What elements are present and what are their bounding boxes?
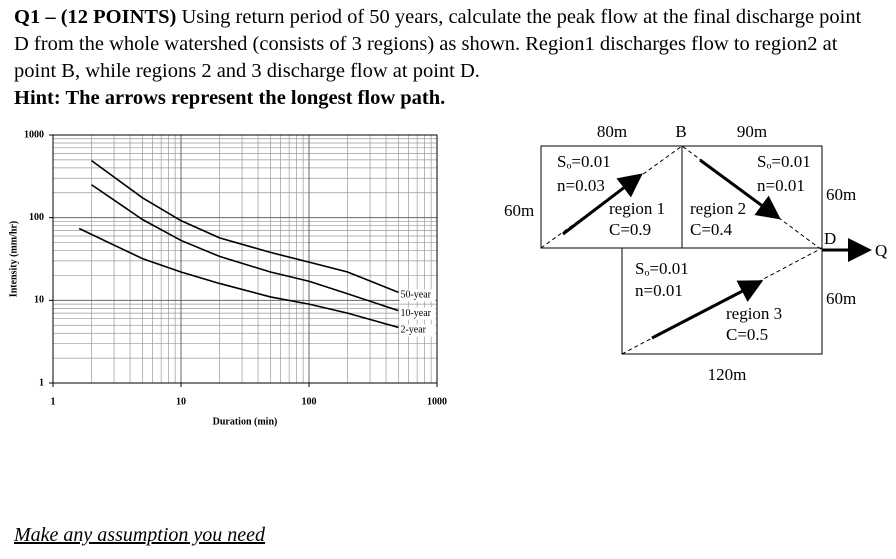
- runoff-coefficient: C=0.9: [609, 220, 651, 239]
- question-text: Using return period of 50 years, calcula…: [14, 6, 862, 82]
- curve-label: 10-year: [400, 308, 431, 319]
- question: Q1 – (12 POINTS) Using return period of …: [14, 4, 874, 112]
- length: 60m: [826, 289, 856, 308]
- length: 90m: [737, 122, 767, 141]
- roughness: n=0.01: [757, 176, 805, 195]
- roughness: n=0.03: [557, 176, 605, 195]
- flow-arrow: [562, 173, 643, 236]
- x-tick-label: 1: [51, 396, 56, 407]
- length: 60m: [826, 185, 856, 204]
- curve-label: 2-year: [400, 325, 426, 336]
- length: 80m: [597, 122, 627, 141]
- hint: Hint: The arrows represent the longest f…: [14, 87, 446, 109]
- x-axis-label: Duration (min): [213, 416, 278, 427]
- slope: Sₒ=0.01: [757, 152, 811, 171]
- flow-arrow: [699, 158, 781, 220]
- runoff-coefficient: C=0.5: [726, 325, 768, 344]
- footer-note: Make any assumption you need: [14, 524, 266, 546]
- curve-label: 50-year: [400, 290, 431, 301]
- legend-label-bg: [399, 307, 436, 320]
- idf-chart: Duration (min) Intensity (mm/hr) 1 10 100 1…: [8, 129, 447, 427]
- x-tick-label: 1000: [427, 396, 447, 407]
- runoff-coefficient: C=0.4: [690, 220, 733, 239]
- plot-frame: [52, 134, 438, 384]
- length: 120m: [708, 365, 747, 384]
- y-tick-label: 1: [39, 377, 44, 388]
- idf-curve: [78, 227, 399, 329]
- y-tick-label: 10: [34, 295, 44, 306]
- region-name: region 3: [726, 304, 782, 323]
- y-tick-label: 100: [29, 212, 44, 223]
- idf-curve: [91, 159, 399, 294]
- point: D: [824, 229, 836, 248]
- region-name: region 1: [609, 199, 665, 218]
- figure: 80m B 90m 60m 60m 60m 120m D Q Sₒ=0.01 n…: [8, 122, 887, 427]
- region-name: region 2: [690, 199, 746, 218]
- roughness: n=0.01: [635, 281, 683, 300]
- y-tick-label: 1000: [24, 129, 44, 140]
- outflow-label: Q: [875, 241, 887, 260]
- x-tick-label: 10: [176, 396, 186, 407]
- x-tick-label: 100: [302, 396, 317, 407]
- slope: Sₒ=0.01: [557, 152, 611, 171]
- flow-arrow: [651, 280, 764, 340]
- y-axis-label: Intensity (mm/hr): [8, 221, 19, 297]
- idf-curve: [91, 184, 399, 312]
- question-label: Q1 – (12 POINTS): [14, 6, 177, 28]
- slope: Sₒ=0.01: [635, 259, 689, 278]
- diagram-labels: 80m B 90m 60m 60m 60m 120m D Q Sₒ=0.01 n…: [504, 122, 887, 384]
- legend-label-bg: [399, 289, 436, 302]
- region-3-box: [621, 247, 823, 355]
- legend-label-bg: [399, 324, 436, 337]
- watershed-diagram: [540, 145, 872, 355]
- length: 60m: [504, 201, 534, 220]
- point: B: [675, 122, 686, 141]
